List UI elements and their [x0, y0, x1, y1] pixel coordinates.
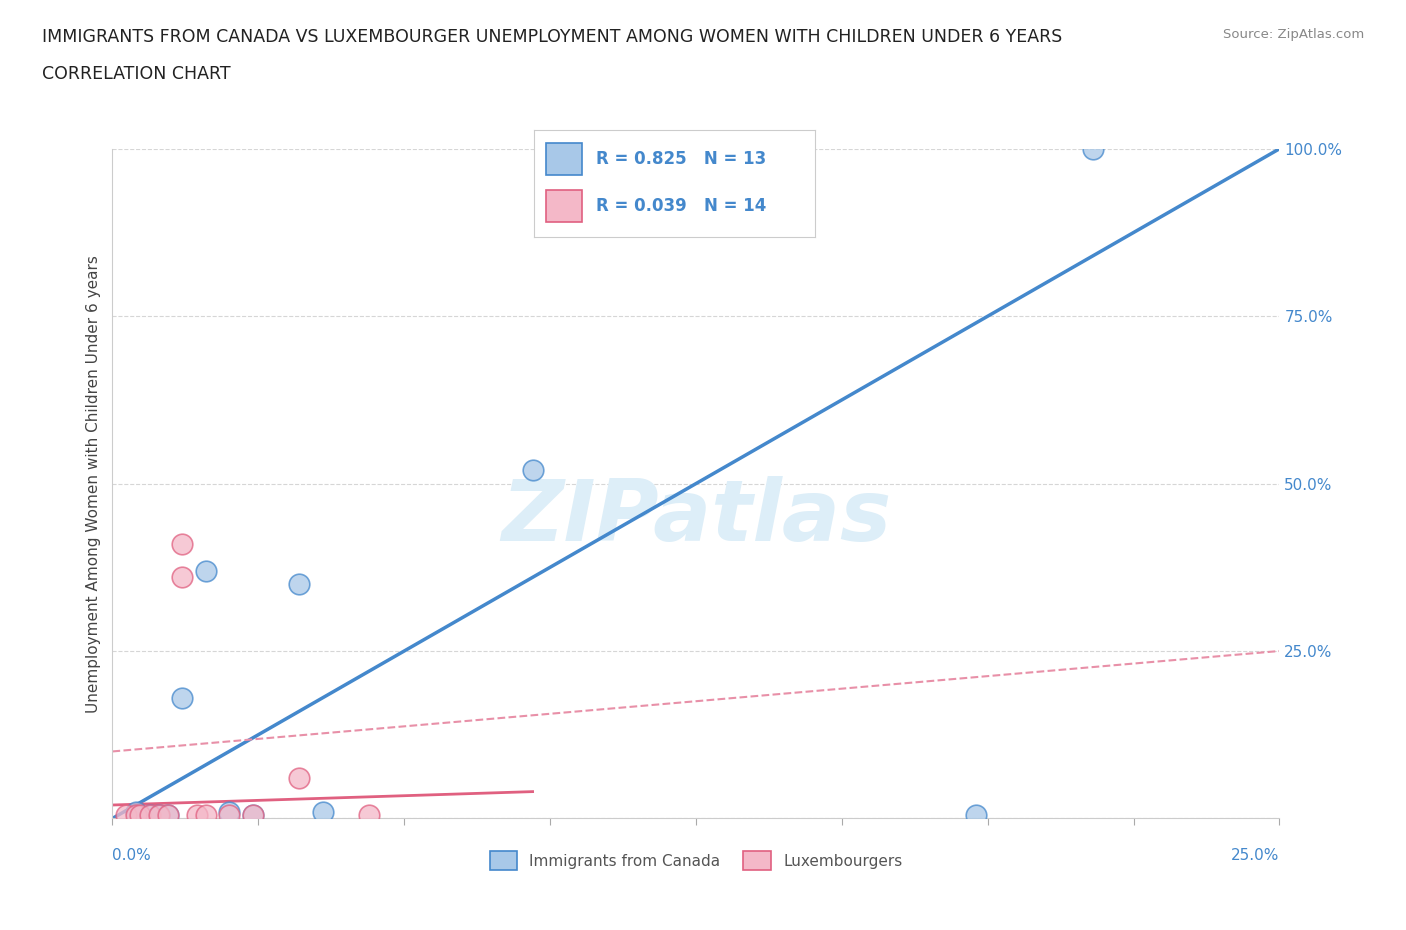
Point — [148, 807, 170, 822]
Point — [157, 807, 180, 822]
Point — [157, 807, 180, 822]
Point — [522, 463, 544, 478]
Point — [115, 807, 138, 822]
Y-axis label: Unemployment Among Women with Children Under 6 years: Unemployment Among Women with Children U… — [86, 255, 101, 712]
Point — [965, 807, 987, 822]
Point — [148, 807, 170, 822]
Point — [359, 807, 381, 822]
Text: 0.0%: 0.0% — [112, 848, 152, 863]
Text: R = 0.825   N = 13: R = 0.825 N = 13 — [596, 150, 766, 168]
Point — [194, 807, 217, 822]
Point — [186, 807, 208, 822]
Point — [125, 804, 148, 819]
Point — [218, 807, 240, 822]
Text: 25.0%: 25.0% — [1232, 848, 1279, 863]
Text: ZIPatlas: ZIPatlas — [501, 475, 891, 559]
Point — [242, 807, 264, 822]
Text: Source: ZipAtlas.com: Source: ZipAtlas.com — [1223, 28, 1364, 41]
Point — [194, 564, 217, 578]
Point — [139, 807, 162, 822]
Text: IMMIGRANTS FROM CANADA VS LUXEMBOURGER UNEMPLOYMENT AMONG WOMEN WITH CHILDREN UN: IMMIGRANTS FROM CANADA VS LUXEMBOURGER U… — [42, 28, 1063, 46]
Point — [1081, 141, 1104, 156]
Point — [172, 690, 194, 705]
Point — [172, 537, 194, 551]
Point — [125, 807, 148, 822]
Text: R = 0.039   N = 14: R = 0.039 N = 14 — [596, 197, 766, 215]
Point — [311, 804, 333, 819]
Point — [139, 807, 162, 822]
Point — [218, 804, 240, 819]
FancyBboxPatch shape — [546, 143, 582, 175]
Point — [242, 807, 264, 822]
Point — [172, 570, 194, 585]
Point — [288, 771, 311, 786]
Legend: Immigrants from Canada, Luxembourgers: Immigrants from Canada, Luxembourgers — [482, 844, 910, 878]
Text: CORRELATION CHART: CORRELATION CHART — [42, 65, 231, 83]
Point — [288, 577, 311, 591]
FancyBboxPatch shape — [546, 190, 582, 222]
Point — [129, 807, 152, 822]
